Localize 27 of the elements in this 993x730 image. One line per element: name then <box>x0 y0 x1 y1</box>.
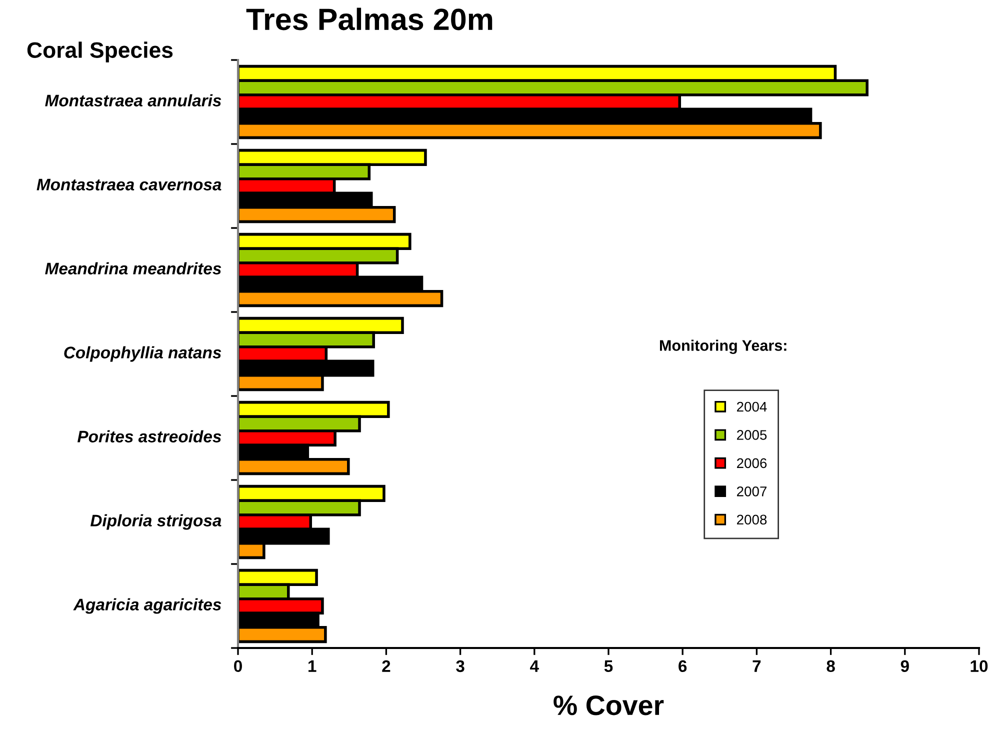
x-tick-label: 8 <box>826 660 835 672</box>
y-tick-label: Montastraea annularis <box>45 94 222 106</box>
y-axis-title: Coral Species <box>27 42 173 62</box>
x-tick-label: 4 <box>530 660 539 672</box>
x-tick-label: 6 <box>678 660 687 672</box>
legend-label: 2006 <box>737 458 767 468</box>
x-tick-label: 9 <box>900 660 909 672</box>
x-tick-label: 7 <box>752 660 761 672</box>
y-tick-label: Diploria strigosa <box>90 514 222 530</box>
x-tick-label: 0 <box>234 660 242 672</box>
legend-title: Monitoring Years: <box>660 340 786 354</box>
x-tick-label: 2 <box>382 660 390 672</box>
x-tick-label: 3 <box>456 660 464 672</box>
y-tick-label: Agaricia agaricites <box>73 598 222 614</box>
legend-label: 2008 <box>737 514 767 525</box>
y-tick-label: Meandrina meandrites <box>45 262 222 274</box>
x-axis-title: % Cover <box>554 696 664 716</box>
y-tick-label: Montastraea cavernosa <box>36 178 222 190</box>
x-tick-label: 1 <box>308 660 316 672</box>
x-tick-label: 10 <box>970 660 988 672</box>
y-tick-label: Colpophyllia natans <box>64 346 222 362</box>
legend-label: 2007 <box>737 486 767 496</box>
y-tick-label: Porites astreoides <box>77 430 222 442</box>
chart-title: Tres Palmas 20m <box>246 8 492 30</box>
legend-label: 2004 <box>737 402 767 412</box>
x-tick-label: 5 <box>604 660 613 672</box>
legend-label: 2005 <box>737 430 767 440</box>
